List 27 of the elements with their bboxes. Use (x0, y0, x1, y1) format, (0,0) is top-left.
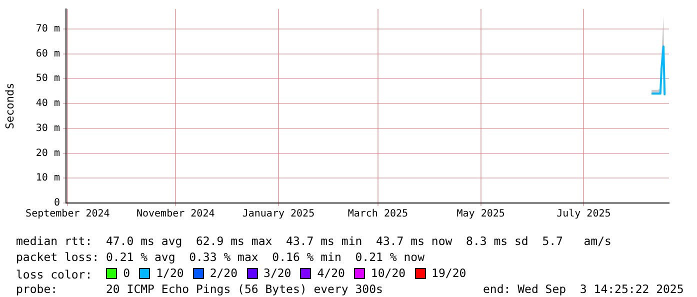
y-tick-label: 10 m (36, 172, 60, 184)
x-tick-label: January 2025 (242, 208, 315, 220)
legend-label: 19/20 (432, 266, 466, 280)
text: loss color: (16, 268, 92, 282)
legend-label: 3/20 (264, 266, 292, 280)
legend-label: 4/20 (317, 266, 345, 280)
x-tick-label: July 2025 (556, 208, 611, 220)
y-tick-label: 40 m (36, 98, 60, 110)
x-tick-label: May 2025 (456, 208, 505, 220)
text: median rtt: 47.0 ms avg 62.9 ms max 43.7 ms min 43.7 ms now 8.3 ms sd 5.7 am/s (16, 234, 612, 248)
x-tick-label: November 2024 (136, 208, 215, 220)
y-tick-label: 0 (54, 198, 60, 209)
x-tick-label: September 2024 (26, 208, 110, 220)
legend-label: 10/20 (370, 266, 406, 280)
x-tick-label: March 2025 (348, 208, 408, 220)
y-tick-label: 70 m (36, 23, 60, 34)
text: end: Wed Sep 3 14:25:22 2025 (483, 282, 684, 296)
text: packet loss: 0.21 % avg 0.33 % max 0.16 % min 0.21 % now (16, 250, 424, 264)
legend-label: 2/20 (210, 266, 238, 280)
text: probe: 20 ICMP Echo Pings (56 Bytes) every 300s (16, 282, 383, 296)
legend-label: 0 (123, 266, 130, 280)
y-tick-label: 50 m (36, 73, 60, 84)
y-tick-label: 30 m (36, 122, 60, 134)
y-axis-title: Seconds (3, 82, 16, 130)
legend-label: 1/20 (156, 266, 184, 280)
y-tick-label: 20 m (36, 148, 60, 159)
y-tick-label: 60 m (36, 48, 60, 60)
